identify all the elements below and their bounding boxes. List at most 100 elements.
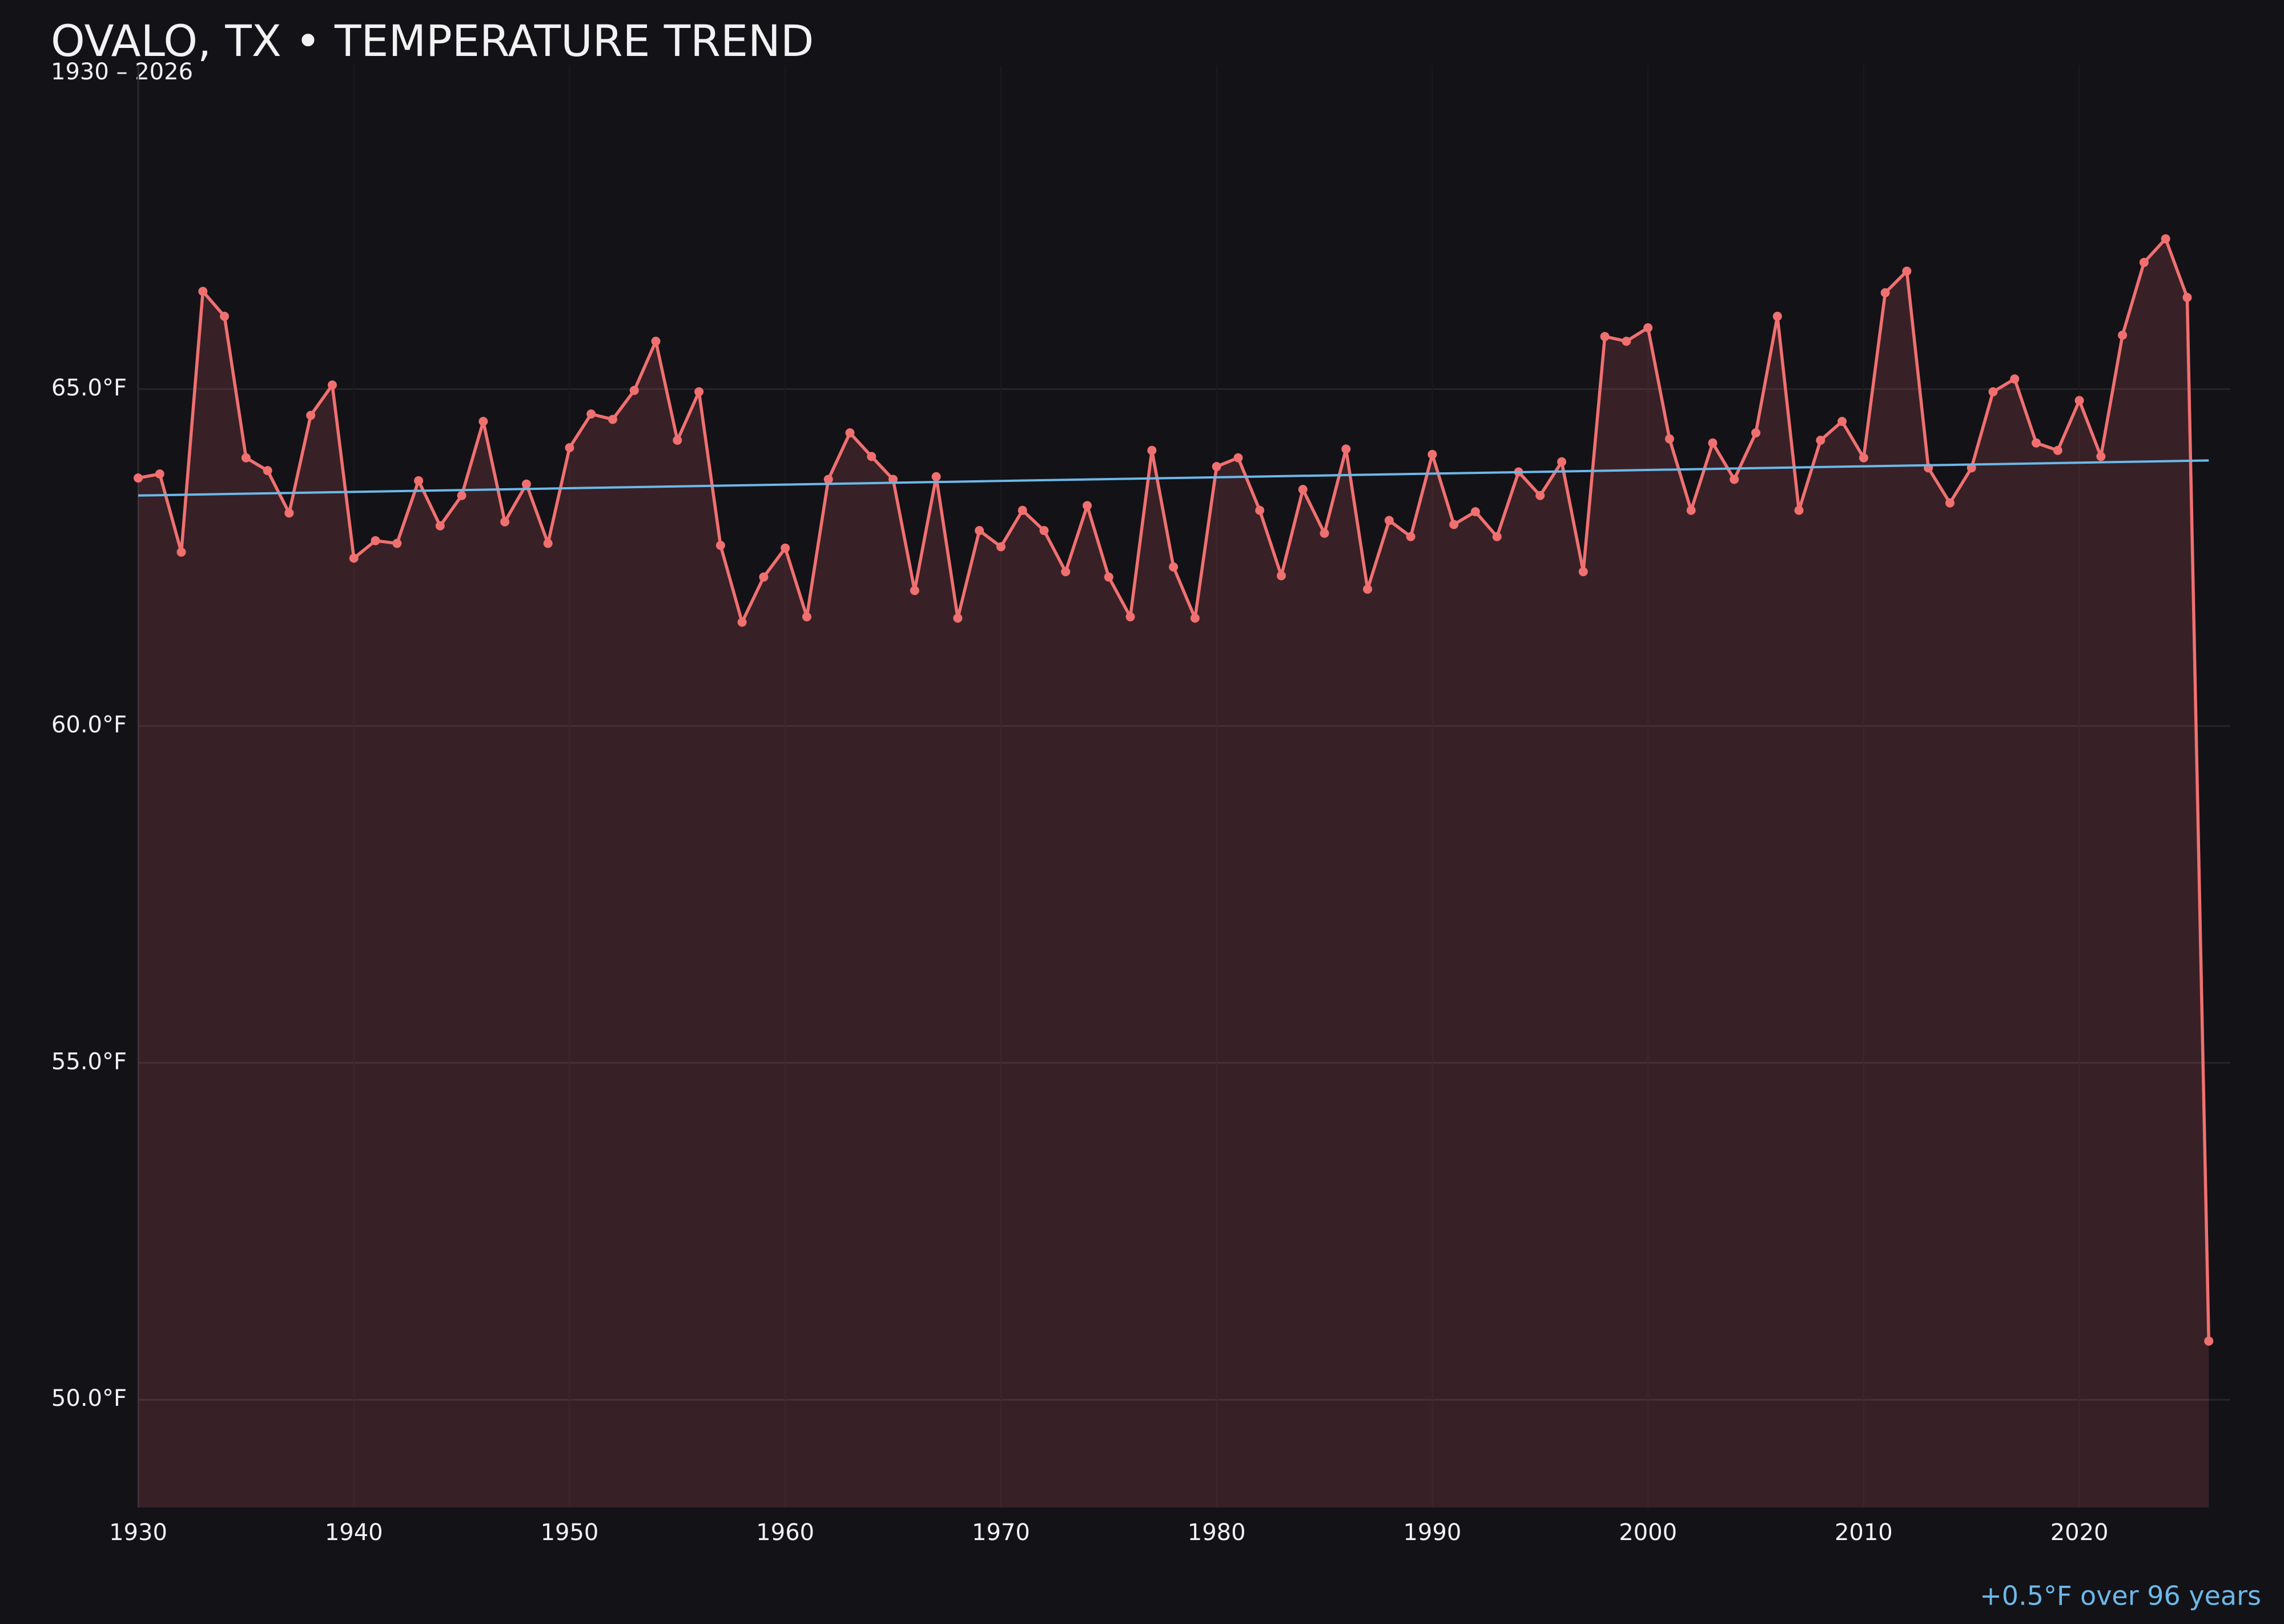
point (629, 385, 639, 395)
x-tick-label: 1980 (1188, 1520, 1246, 1546)
point (845, 428, 855, 438)
trend-line (138, 459, 2209, 497)
point (1169, 562, 1179, 572)
point (2161, 234, 2170, 244)
point (1039, 526, 1049, 536)
point (1902, 266, 1912, 276)
point (284, 508, 294, 518)
point (1643, 323, 1653, 332)
point (2139, 258, 2149, 267)
point (996, 542, 1006, 552)
point (1945, 498, 1955, 508)
point (1837, 416, 1847, 426)
point (651, 336, 661, 346)
point (694, 387, 704, 397)
x-tick-label: 1960 (756, 1520, 814, 1546)
point (1772, 311, 1782, 321)
point (1233, 453, 1243, 463)
point (1298, 485, 1308, 495)
point (155, 469, 164, 479)
point (2204, 1336, 2214, 1346)
point (1276, 571, 1286, 581)
point (2096, 452, 2106, 461)
point (1557, 457, 1567, 467)
point (910, 586, 919, 596)
point (1083, 501, 1092, 510)
y-tick-label: 65.0°F (51, 375, 127, 401)
point (1794, 505, 1804, 515)
point (306, 411, 316, 420)
point (1492, 532, 1502, 541)
x-tick-label: 1990 (1403, 1520, 1461, 1546)
trend-annotation: +0.5°F over 96 years (1980, 1581, 2261, 1611)
point (1600, 332, 1610, 341)
point (1363, 584, 1373, 594)
point (1622, 336, 1631, 346)
point (457, 491, 467, 500)
x-tick-label: 1970 (972, 1520, 1030, 1546)
point (823, 475, 833, 484)
area (138, 239, 2209, 1508)
y-tick-label: 60.0°F (51, 711, 127, 738)
point (198, 287, 208, 296)
point (392, 538, 402, 548)
point (2053, 445, 2062, 455)
point (414, 476, 424, 485)
x-tick-label: 2000 (1619, 1520, 1677, 1546)
point (715, 541, 725, 550)
point (1384, 516, 1394, 525)
point (2010, 374, 2020, 384)
point (327, 380, 337, 390)
point (371, 536, 380, 545)
point (1664, 434, 1674, 444)
point (2118, 330, 2128, 340)
chart-subtitle: 1930 – 2026 (51, 59, 193, 85)
point (1147, 445, 1157, 455)
point (931, 472, 941, 481)
point (1470, 507, 1480, 517)
point (1686, 505, 1696, 515)
point (500, 517, 510, 526)
y-tick-label: 50.0°F (51, 1385, 127, 1412)
point (759, 572, 769, 582)
x-tick-label: 2020 (2050, 1520, 2109, 1546)
point (1255, 505, 1265, 515)
point (565, 443, 574, 453)
point (2182, 292, 2192, 302)
point (435, 521, 445, 530)
x-tick-label: 2010 (1835, 1520, 1893, 1546)
point (1018, 505, 1027, 515)
point (1708, 438, 1718, 448)
point (241, 453, 251, 463)
point (1190, 613, 1200, 623)
x-tick-label: 1930 (109, 1520, 167, 1546)
point (134, 473, 143, 483)
point (2032, 438, 2041, 448)
point (953, 613, 963, 623)
point (2074, 396, 2084, 405)
point (737, 617, 747, 627)
point (1320, 528, 1329, 538)
point (867, 452, 876, 461)
point (349, 553, 359, 563)
point (975, 526, 984, 536)
point (673, 436, 682, 445)
x-tick-label: 1940 (325, 1520, 383, 1546)
point (1104, 572, 1113, 582)
point (1125, 612, 1135, 622)
point (220, 311, 230, 321)
point (586, 409, 596, 419)
point (1880, 288, 1890, 298)
y-tick-label: 55.0°F (51, 1048, 127, 1075)
point (1578, 567, 1588, 577)
chart-title: OVALO, TX • TEMPERATURE TREND (51, 15, 814, 66)
point (1212, 462, 1221, 472)
x-tick-label: 1950 (541, 1520, 599, 1546)
point (802, 612, 811, 622)
point (176, 547, 186, 557)
point (1751, 428, 1760, 438)
point (1449, 520, 1459, 529)
point (1061, 567, 1071, 577)
point (1859, 453, 1868, 463)
